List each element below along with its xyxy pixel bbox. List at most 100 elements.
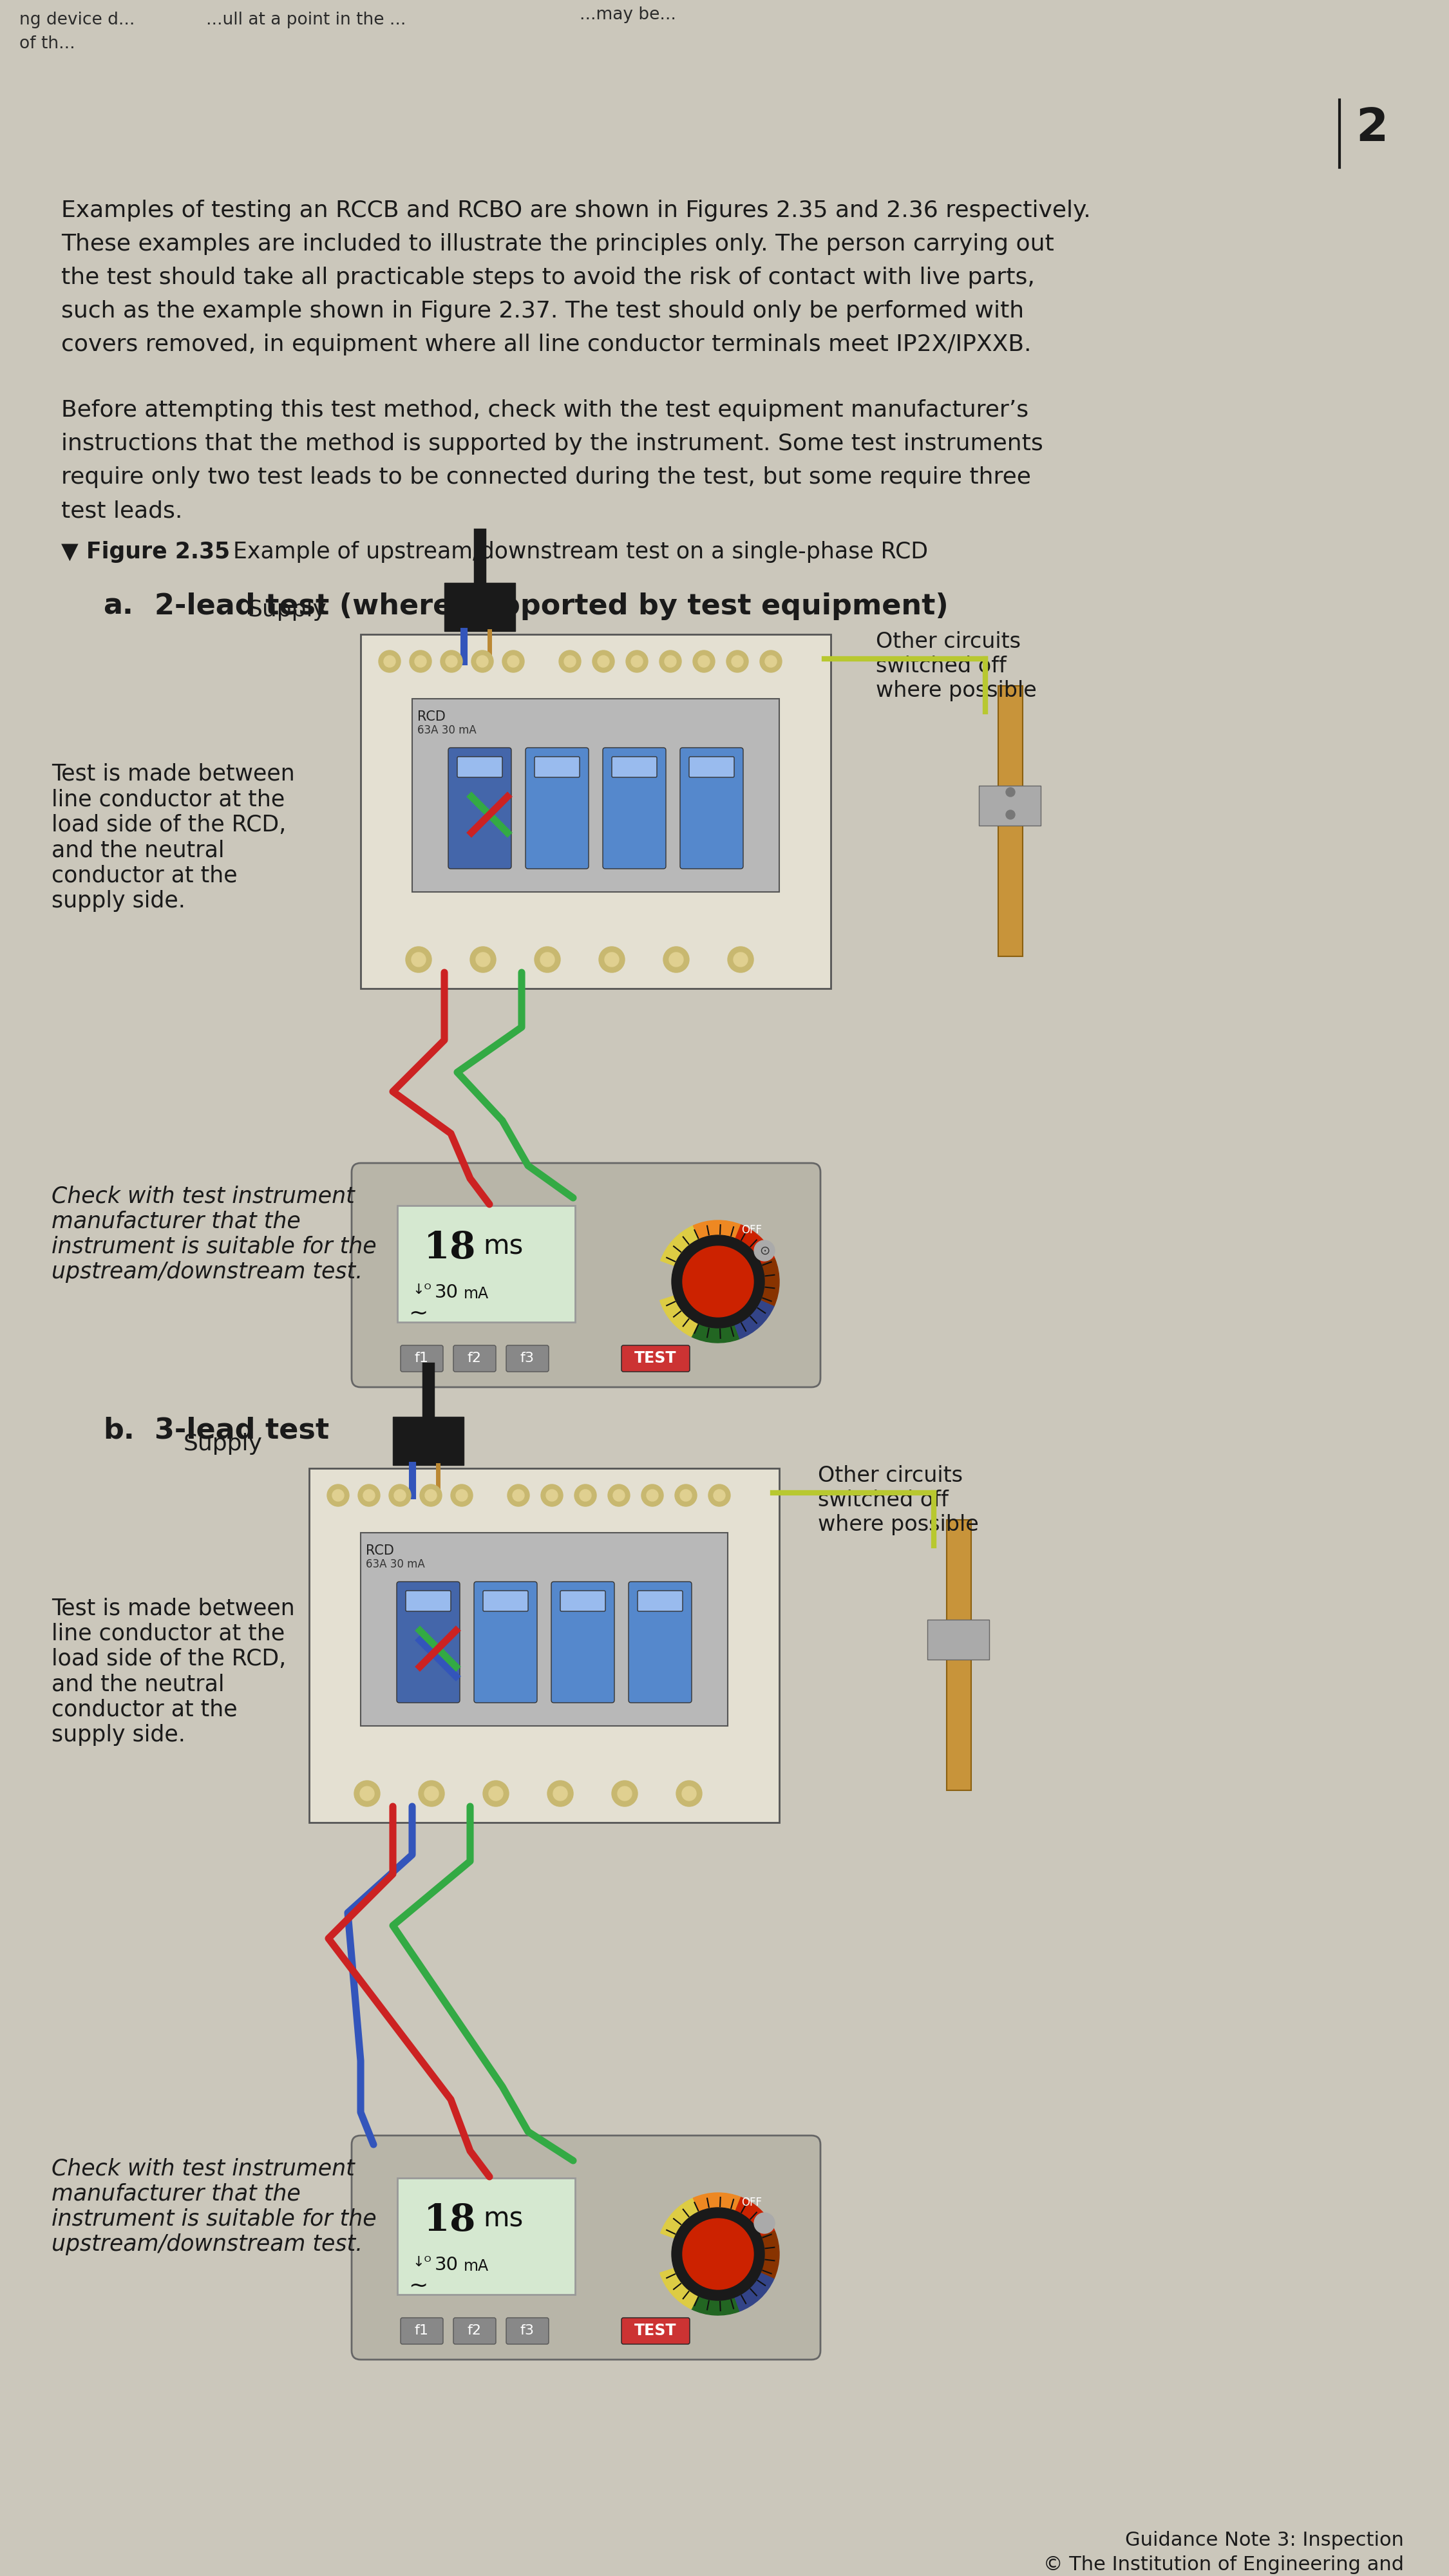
FancyBboxPatch shape (406, 1589, 451, 1613)
FancyBboxPatch shape (680, 747, 743, 868)
Circle shape (332, 1489, 343, 1502)
Circle shape (507, 654, 519, 667)
Circle shape (420, 1484, 442, 1507)
FancyBboxPatch shape (622, 1345, 690, 1370)
Circle shape (546, 1489, 558, 1502)
FancyBboxPatch shape (448, 747, 511, 868)
Wedge shape (661, 1226, 719, 1280)
Text: RCD: RCD (417, 711, 446, 724)
Circle shape (378, 649, 400, 672)
FancyBboxPatch shape (690, 757, 735, 778)
Text: mA: mA (464, 1285, 488, 1301)
Text: © The Institution of Engineering and: © The Institution of Engineering and (1043, 2555, 1404, 2573)
Text: ms: ms (483, 1234, 523, 1260)
Text: ng device d...: ng device d... (19, 10, 135, 28)
Circle shape (659, 649, 681, 672)
Circle shape (456, 1489, 468, 1502)
Circle shape (693, 649, 714, 672)
FancyBboxPatch shape (526, 747, 588, 868)
Circle shape (598, 945, 625, 971)
Text: ~: ~ (409, 1303, 427, 1324)
Text: 8: 8 (449, 1231, 475, 1265)
Wedge shape (693, 1221, 740, 1280)
Circle shape (327, 1484, 349, 1507)
Text: f1: f1 (414, 1352, 429, 1365)
Text: b.: b. (103, 1417, 135, 1445)
Wedge shape (719, 2197, 775, 2254)
Circle shape (358, 1484, 380, 1507)
FancyBboxPatch shape (998, 685, 1023, 956)
Wedge shape (719, 2254, 774, 2311)
Text: ↓ᴼ: ↓ᴼ (412, 1283, 432, 1296)
Text: ...ull at a point in the ...: ...ull at a point in the ... (206, 10, 406, 28)
Text: ⊙: ⊙ (759, 1244, 769, 1257)
Text: such as the example shown in Figure 2.37. The test should only be performed with: such as the example shown in Figure 2.37… (61, 299, 1024, 322)
Circle shape (713, 1489, 724, 1502)
Wedge shape (661, 2197, 719, 2254)
FancyBboxPatch shape (506, 2318, 549, 2344)
Text: ...may be...: ...may be... (580, 5, 677, 23)
FancyBboxPatch shape (980, 786, 1040, 824)
Circle shape (677, 1780, 701, 1806)
Text: RCD: RCD (365, 1543, 394, 1556)
Circle shape (632, 654, 643, 667)
Circle shape (727, 945, 753, 971)
FancyBboxPatch shape (352, 2136, 820, 2360)
Text: require only two test leads to be connected during the test, but some require th: require only two test leads to be connec… (61, 466, 1032, 489)
Text: Test is made between
line conductor at the
load side of the RCD,
and the neutral: Test is made between line conductor at t… (52, 762, 294, 912)
FancyBboxPatch shape (458, 757, 503, 778)
Text: Supply: Supply (184, 1432, 262, 1455)
Text: OFF: OFF (742, 1224, 762, 1236)
Circle shape (617, 1788, 632, 1801)
Circle shape (593, 649, 614, 672)
Circle shape (469, 945, 496, 971)
FancyBboxPatch shape (454, 2318, 496, 2344)
Text: TEST: TEST (635, 2324, 677, 2339)
Circle shape (604, 953, 619, 966)
Circle shape (477, 654, 488, 667)
Circle shape (359, 1788, 374, 1801)
Circle shape (419, 1780, 445, 1806)
Circle shape (1006, 788, 1014, 796)
Text: Before attempting this test method, check with the test equipment manufacturer’s: Before attempting this test method, chec… (61, 399, 1029, 420)
FancyBboxPatch shape (361, 1533, 727, 1726)
Circle shape (513, 1489, 525, 1502)
Text: Example of upstream/downstream test on a single-phase RCD: Example of upstream/downstream test on a… (219, 541, 927, 564)
Circle shape (540, 1484, 562, 1507)
Circle shape (406, 945, 432, 971)
Circle shape (394, 1489, 406, 1502)
Circle shape (451, 1484, 472, 1507)
Circle shape (580, 1489, 591, 1502)
Circle shape (669, 953, 684, 966)
Circle shape (759, 649, 782, 672)
FancyBboxPatch shape (611, 757, 656, 778)
Circle shape (483, 1780, 509, 1806)
Text: test leads.: test leads. (61, 500, 183, 520)
Circle shape (709, 1484, 730, 1507)
Circle shape (732, 654, 743, 667)
Circle shape (471, 649, 493, 672)
FancyBboxPatch shape (309, 1468, 780, 1824)
FancyBboxPatch shape (474, 1582, 538, 1703)
Text: 2-lead test (where supported by test equipment): 2-lead test (where supported by test equ… (155, 592, 949, 621)
Circle shape (475, 953, 490, 966)
FancyBboxPatch shape (561, 1589, 606, 1613)
Text: These examples are included to illustrate the principles only. The person carryi: These examples are included to illustrat… (61, 234, 1053, 255)
Text: f1: f1 (414, 2324, 429, 2336)
Text: ~: ~ (409, 2275, 427, 2298)
FancyBboxPatch shape (483, 1589, 527, 1613)
Text: OFF: OFF (742, 2197, 762, 2208)
Circle shape (665, 654, 677, 667)
FancyBboxPatch shape (397, 1582, 459, 1703)
Wedge shape (659, 2254, 719, 2308)
Wedge shape (693, 2192, 740, 2254)
Circle shape (559, 649, 581, 672)
Circle shape (726, 649, 748, 672)
Wedge shape (659, 1280, 719, 1337)
Wedge shape (691, 2254, 739, 2316)
Wedge shape (719, 1280, 774, 1340)
Text: 30: 30 (435, 1283, 458, 1301)
Circle shape (507, 1484, 529, 1507)
Text: ↓ᴼ: ↓ᴼ (412, 2257, 432, 2269)
FancyBboxPatch shape (445, 582, 516, 631)
